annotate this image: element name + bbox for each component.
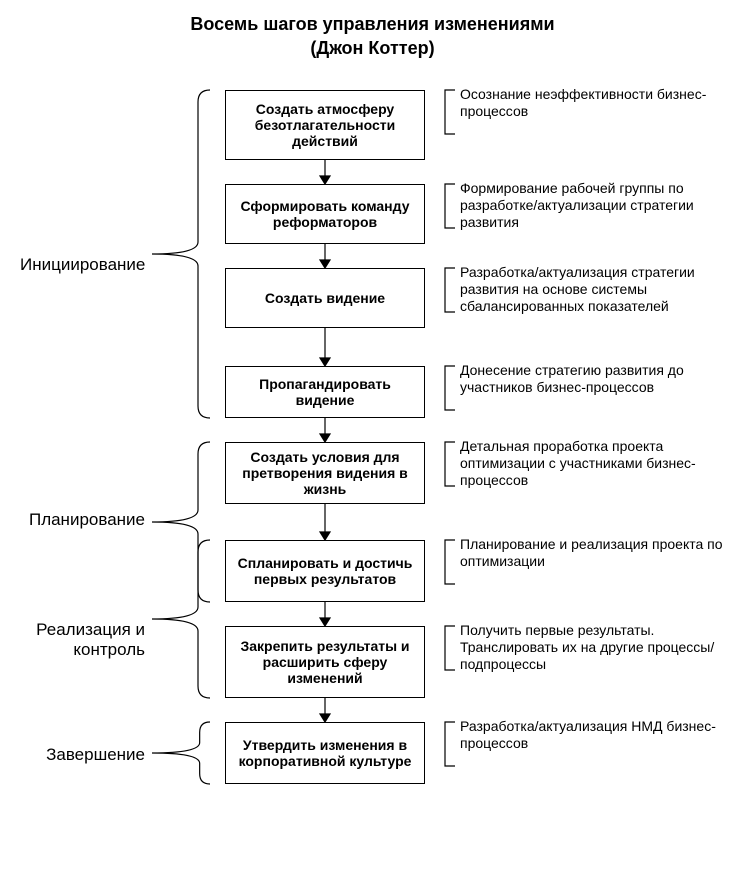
step-box-5: Создать условия для претворения видения … bbox=[225, 442, 425, 504]
diagram-stage: Восемь шагов управления изменениями (Джо… bbox=[0, 0, 745, 889]
annotation-8: Разработка/актуализация НМД бизнес-проце… bbox=[460, 718, 735, 752]
phase-label-2: Планирование bbox=[20, 510, 145, 530]
step-label: Создать атмосферу безотлагательности дей… bbox=[232, 101, 418, 149]
step-box-4: Пропагандировать видение bbox=[225, 366, 425, 418]
step-box-6: Спланировать и достичь первых результато… bbox=[225, 540, 425, 602]
annotation-4: Донесение стратегию развития до участник… bbox=[460, 362, 735, 396]
title-line-1: Восемь шагов управления изменениями bbox=[0, 14, 745, 35]
phase-label-3: Реализация и контроль bbox=[20, 620, 145, 660]
annotation-1: Осознание неэффективности бизнес-процесс… bbox=[460, 86, 735, 120]
step-box-8: Утвердить изменения в корпоративной куль… bbox=[225, 722, 425, 784]
title-line-2: (Джон Коттер) bbox=[0, 38, 745, 59]
step-box-1: Создать атмосферу безотлагательности дей… bbox=[225, 90, 425, 160]
step-label: Утвердить изменения в корпоративной куль… bbox=[232, 737, 418, 769]
step-label: Закрепить результаты и расширить сферу и… bbox=[232, 638, 418, 686]
step-box-7: Закрепить результаты и расширить сферу и… bbox=[225, 626, 425, 698]
step-box-3: Создать видение bbox=[225, 268, 425, 328]
phase-label-4: Завершение bbox=[20, 745, 145, 765]
annotation-5: Детальная проработка проекта оптимизации… bbox=[460, 438, 735, 488]
step-label: Сформировать команду реформаторов bbox=[232, 198, 418, 230]
annotation-2: Формирование рабочей группы по разработк… bbox=[460, 180, 735, 230]
annotation-6: Планирование и реализация проекта по опт… bbox=[460, 536, 735, 570]
step-box-2: Сформировать команду реформаторов bbox=[225, 184, 425, 244]
step-label: Спланировать и достичь первых результато… bbox=[232, 555, 418, 587]
step-label: Пропагандировать видение bbox=[232, 376, 418, 408]
step-label: Создать видение bbox=[265, 290, 385, 306]
step-label: Создать условия для претворения видения … bbox=[232, 449, 418, 497]
annotation-3: Разработка/актуализация стратегии развит… bbox=[460, 264, 735, 314]
annotation-7: Получить первые результаты. Транслироват… bbox=[460, 622, 735, 672]
phase-label-1: Инициирование bbox=[20, 255, 145, 275]
